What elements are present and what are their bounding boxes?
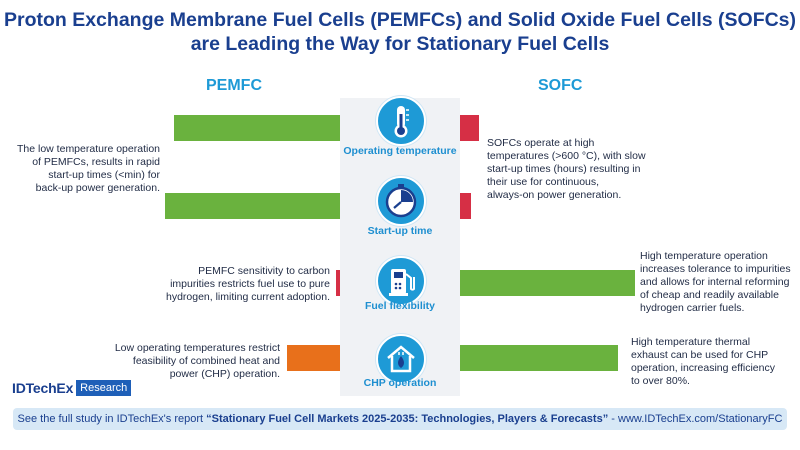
- pemfc-operating-temperature-bar: [174, 115, 340, 141]
- sofc-operating-temperature-bar: [460, 115, 479, 141]
- sofc-start-up-time-bar: [460, 193, 471, 219]
- page-title: Proton Exchange Membrane Fuel Cells (PEM…: [0, 8, 800, 56]
- footer-report-title: “Stationary Fuel Cell Markets 2025-2035:…: [206, 413, 609, 425]
- idtechex-logo: IDTechEx Research: [12, 380, 132, 396]
- sofc-column-header: SOFC: [538, 77, 583, 94]
- footer-prefix: See the full study in IDTechEx's report: [17, 413, 207, 425]
- sofc-fuel-flexibility-description: High temperature operation increases tol…: [640, 250, 791, 314]
- footer-banner[interactable]: See the full study in IDTechEx's report …: [13, 408, 787, 430]
- sofc-operating-temperature-description: SOFCs operate at high temperatures (>600…: [487, 137, 646, 201]
- pemfc-start-up-time-bar: [165, 193, 340, 219]
- pemfc-operating-temperature-description: The low temperature operation of PEMFCs,…: [17, 143, 160, 194]
- logo-tag: Research: [76, 380, 132, 396]
- footer-link[interactable]: - www.IDTechEx.com/StationaryFC: [608, 413, 783, 425]
- plug-flame-icon: [376, 334, 426, 384]
- row-label-start-up-time: Start-up time: [367, 225, 433, 237]
- title-line-1: Proton Exchange Membrane Fuel Cells (PEM…: [3, 9, 797, 31]
- pemfc-chp-operation-description: Low operating temperatures restrict feas…: [114, 342, 280, 380]
- row-label-operating-temperature: Operating temperature: [343, 145, 457, 157]
- sofc-fuel-flexibility-bar: [460, 270, 635, 296]
- pemfc-fuel-flexibility-description: PEMFC sensitivity to carbon impurities r…: [165, 265, 330, 303]
- pemfc-chp-operation-bar: [287, 345, 340, 371]
- clock-icon: [376, 176, 426, 226]
- logo-brand: IDTechEx: [12, 380, 74, 396]
- title-line-2: are Leading the Way for Stationary Fuel …: [190, 33, 610, 55]
- pemfc-fuel-flexibility-bar: [336, 270, 340, 296]
- sofc-chp-operation-description: High temperature thermal exhaust can be …: [631, 336, 775, 387]
- thermometer-icon: [376, 96, 426, 146]
- fuel-pump-icon: [376, 256, 426, 306]
- pemfc-column-header: PEMFC: [206, 77, 262, 94]
- sofc-chp-operation-bar: [460, 345, 618, 371]
- row-label-chp-operation: CHP operation: [363, 377, 437, 389]
- row-label-fuel-flexibility: Fuel flexibility: [364, 300, 435, 312]
